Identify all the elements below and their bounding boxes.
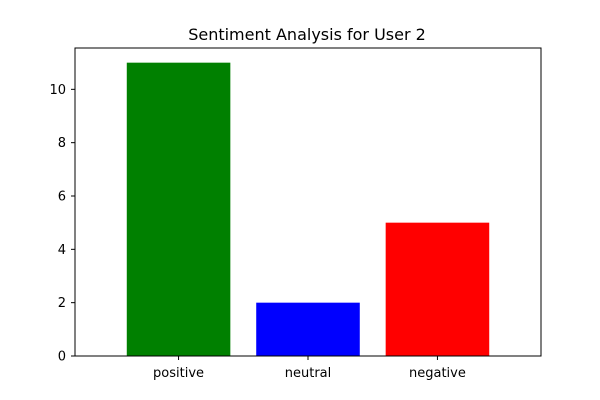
- plot-frame: [74, 47, 542, 357]
- bar-negative: [385, 222, 490, 356]
- y-tick-label-2: 2: [58, 296, 66, 311]
- bars-layer: [126, 62, 490, 357]
- y-tick-label-10: 10: [49, 83, 66, 98]
- bar-positive: [126, 62, 231, 357]
- axes-layer: positive neutral negative 0 2 4 6 8 10: [49, 83, 465, 381]
- chart-title: Sentiment Analysis for User 2: [188, 25, 426, 44]
- y-tick-label-4: 4: [58, 243, 66, 258]
- y-tick-label-8: 8: [58, 136, 66, 151]
- y-tick-label-6: 6: [58, 190, 66, 205]
- bar-neutral: [256, 302, 360, 356]
- y-tick-label-0: 0: [58, 350, 66, 365]
- x-tick-label-negative: negative: [409, 366, 466, 381]
- x-tick-label-positive: positive: [153, 366, 204, 381]
- x-tick-label-neutral: neutral: [285, 366, 332, 381]
